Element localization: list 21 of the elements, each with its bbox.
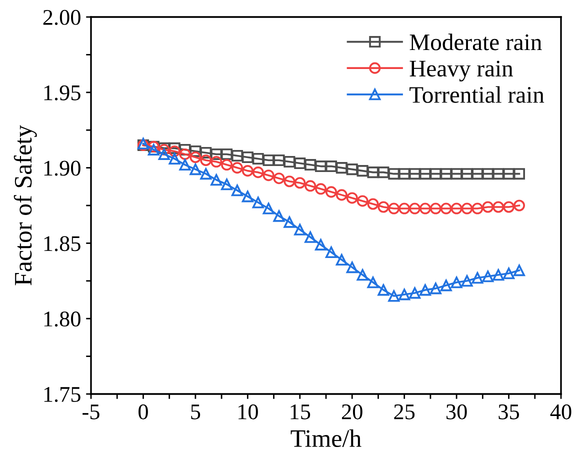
legend-label: Moderate rain bbox=[410, 34, 542, 50]
x-tick-label: 40 bbox=[550, 404, 572, 420]
x-tick-label: 15 bbox=[290, 404, 310, 420]
x-tick-label: 35 bbox=[498, 404, 520, 420]
x-tick-label: 5 bbox=[191, 404, 200, 420]
y-tick-label: 1.80 bbox=[44, 312, 80, 327]
y-axis-title: Factor of Safety bbox=[14, 125, 37, 286]
legend-label: Heavy rain bbox=[410, 60, 513, 82]
x-tick-label: 10 bbox=[238, 404, 258, 420]
y-tick-label: 1.75 bbox=[44, 387, 80, 402]
y-tick-label: 2.00 bbox=[43, 10, 80, 26]
y-tick-label: 1.85 bbox=[44, 236, 80, 252]
x-tick-label: 25 bbox=[394, 404, 415, 420]
x-tick-label: -5 bbox=[82, 404, 100, 420]
y-tick-label: 1.95 bbox=[44, 85, 80, 100]
y-tick-label: 1.90 bbox=[44, 160, 80, 176]
x-tick-label: 0 bbox=[138, 404, 148, 420]
x-tick-label: 30 bbox=[446, 404, 467, 420]
legend-label: Torrential rain bbox=[410, 86, 544, 103]
x-tick-label: 20 bbox=[342, 404, 362, 420]
x-axis-title: Time/h bbox=[290, 429, 362, 448]
